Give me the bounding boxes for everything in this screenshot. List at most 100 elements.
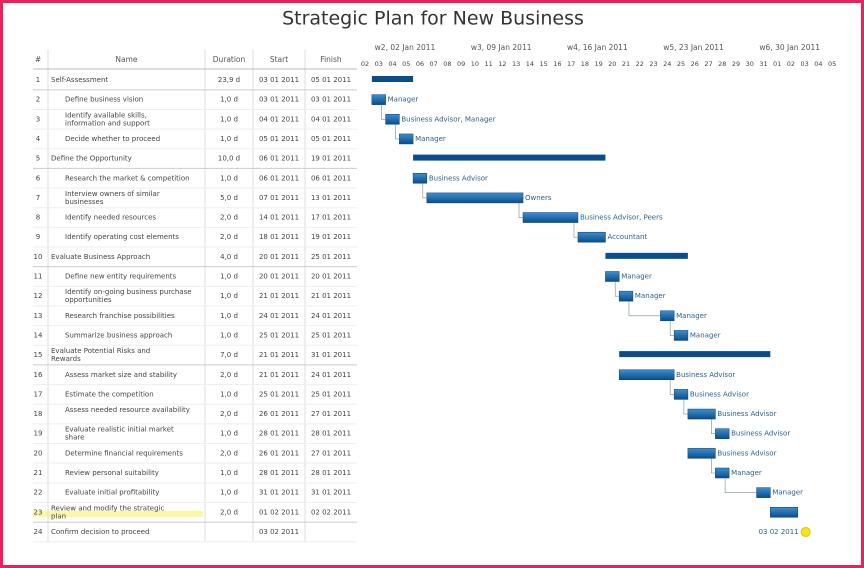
day-label: 19 <box>594 60 602 68</box>
resource-label: Business Advisor <box>429 174 488 182</box>
task-duration: 1,0 d <box>220 273 238 281</box>
task-bar <box>385 114 400 125</box>
task-finish: 20 01 2011 <box>311 273 351 281</box>
task-start: 05 01 2011 <box>259 135 299 143</box>
task-start: 25 01 2011 <box>259 390 299 398</box>
resource-label: Business Advisor, Manager <box>401 115 495 123</box>
task-start: 03 01 2011 <box>259 76 299 84</box>
task-id: 3 <box>36 115 40 123</box>
dependency <box>669 379 675 395</box>
task-start: 25 01 2011 <box>259 331 299 339</box>
task-name: Define business vision <box>65 96 143 104</box>
task-duration: 2,0 d <box>220 508 238 516</box>
task-bar <box>605 271 620 282</box>
task-bar <box>371 94 386 105</box>
task-finish: 25 01 2011 <box>311 331 351 339</box>
column-header: Name <box>115 55 138 64</box>
task-start: 21 01 2011 <box>259 351 299 359</box>
day-label: 09 <box>457 60 465 68</box>
task-bar <box>412 173 428 184</box>
task-finish: 19 01 2011 <box>311 233 351 241</box>
day-label: 15 <box>539 60 547 68</box>
task-finish: 04 01 2011 <box>311 115 351 123</box>
task-finish: 25 01 2011 <box>311 253 351 261</box>
summary-bar <box>619 351 771 358</box>
day-label: 03 <box>801 60 809 68</box>
task-duration: 5,0 d <box>220 194 238 202</box>
dependency <box>711 419 716 434</box>
task-bar <box>522 212 579 223</box>
task-bar <box>756 487 771 498</box>
task-id: 24 <box>34 528 43 536</box>
task-start: 14 01 2011 <box>259 214 299 222</box>
dependency <box>422 183 427 199</box>
day-label: 08 <box>443 60 451 68</box>
task-bar <box>660 310 675 322</box>
day-label: 22 <box>636 60 644 68</box>
task-duration: 1,0 d <box>220 331 238 339</box>
day-label: 23 <box>649 60 657 68</box>
task-duration: 1,0 d <box>220 292 238 300</box>
day-label: 02 <box>787 60 795 68</box>
task-duration: 1,0 d <box>220 174 238 182</box>
day-label: 04 <box>388 60 396 68</box>
dependency <box>683 399 688 415</box>
task-finish: 21 01 2011 <box>311 292 351 300</box>
task-start: 01 02 2011 <box>259 508 299 516</box>
week-label: w2, 02 Jan 2011 <box>375 43 436 52</box>
task-id: 22 <box>34 489 43 497</box>
resource-label: Manager <box>388 96 419 104</box>
day-label: 21 <box>622 60 630 68</box>
day-label: 17 <box>567 60 575 68</box>
task-duration: 1,0 d <box>220 135 238 143</box>
task-duration: 23,9 d <box>218 76 240 84</box>
task-name: Define the Opportunity <box>51 155 132 163</box>
task-bar <box>673 330 689 341</box>
task-bar <box>715 428 730 439</box>
resource-label: Business Advisor <box>717 449 776 457</box>
resource-label: Manager <box>690 331 721 339</box>
task-finish: 05 01 2011 <box>311 76 351 84</box>
gantt-chart: Strategic Plan for New Business # Name Dur… <box>33 8 836 543</box>
task-id: 4 <box>36 135 41 143</box>
day-label: 10 <box>471 60 479 68</box>
task-start: 21 01 2011 <box>259 292 299 300</box>
task-start: 28 01 2011 <box>259 469 299 477</box>
task-finish: 17 01 2011 <box>311 214 351 222</box>
day-label: 13 <box>512 60 520 68</box>
day-label: 07 <box>430 60 438 68</box>
task-name: Identify available skills, information an… <box>65 111 150 127</box>
resource-label: Owners <box>525 194 552 202</box>
task-duration: 1,0 d <box>220 96 238 104</box>
task-finish: 05 01 2011 <box>311 135 351 143</box>
task-name: Assess market size and stability <box>65 371 177 379</box>
day-label: 20 <box>608 60 616 68</box>
task-bar <box>673 389 689 400</box>
task-name: Assess needed resource availability <box>65 406 190 414</box>
dependency <box>724 478 757 493</box>
task-duration: 1,0 d <box>220 489 238 497</box>
task-start: 26 01 2011 <box>259 449 299 457</box>
task-bar <box>426 192 524 204</box>
column-header: Finish <box>320 55 342 64</box>
day-label: 31 <box>759 60 767 68</box>
task-finish: 31 01 2011 <box>311 489 351 497</box>
task-duration: 2,0 d <box>220 410 238 418</box>
task-name: Decide whether to proceed <box>65 135 160 143</box>
task-name: Research franchise possibilities <box>65 312 175 320</box>
task-duration: 4,0 d <box>220 253 238 261</box>
task-start: 26 01 2011 <box>259 410 299 418</box>
task-id: 14 <box>34 331 43 339</box>
task-start: 28 01 2011 <box>259 430 299 438</box>
task-bar <box>618 369 675 380</box>
day-label: 14 <box>526 60 534 68</box>
day-label: 01 <box>773 60 781 68</box>
day-label: 16 <box>553 60 561 68</box>
column-header: Start <box>270 55 288 64</box>
task-id: 6 <box>36 174 41 182</box>
day-label: 05 <box>828 60 836 68</box>
day-label: 11 <box>485 60 493 68</box>
column-header: # <box>35 55 41 64</box>
task-start: 20 01 2011 <box>259 253 299 261</box>
task-duration: 1,0 d <box>220 312 238 320</box>
